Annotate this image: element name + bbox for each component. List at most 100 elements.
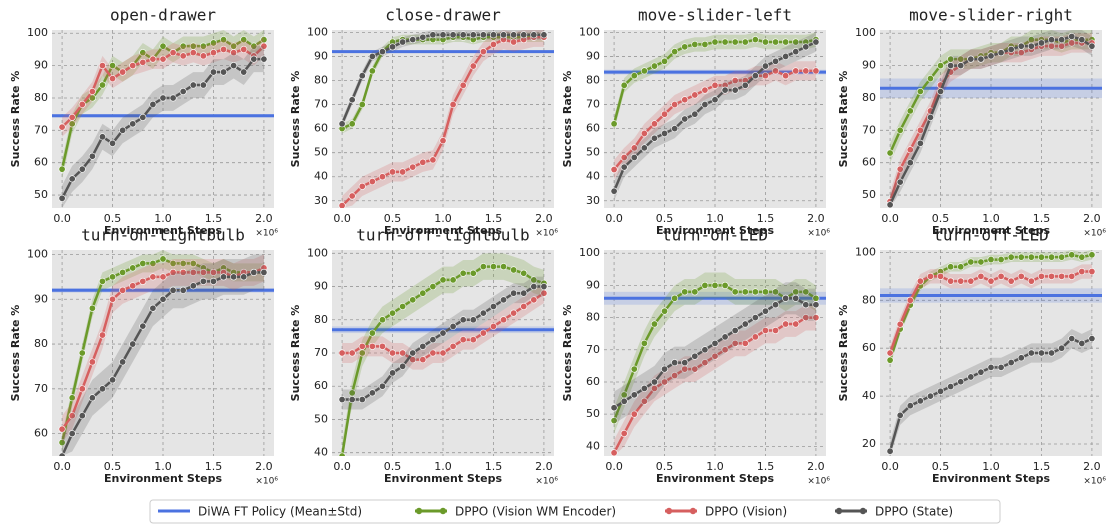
chart-title: move-slider-right xyxy=(909,6,1073,25)
point xyxy=(1078,253,1086,261)
point xyxy=(500,296,508,304)
point xyxy=(661,307,669,315)
point xyxy=(68,175,76,183)
point xyxy=(358,342,366,350)
y-axis-label: Success Rate % xyxy=(289,71,302,168)
point xyxy=(967,258,975,266)
point xyxy=(358,72,366,80)
point xyxy=(449,342,457,350)
y-tick-label: 80 xyxy=(862,293,876,306)
point xyxy=(711,352,719,360)
point xyxy=(429,283,437,291)
point xyxy=(977,272,985,280)
point xyxy=(886,356,894,364)
point xyxy=(540,283,548,291)
point xyxy=(761,62,769,70)
x-tick-label: 2.0 xyxy=(535,212,553,225)
chart-title: turn-on-lightbulb xyxy=(81,226,245,245)
point xyxy=(916,277,924,285)
point xyxy=(610,166,618,174)
point xyxy=(429,31,437,39)
y-axis-label: Success Rate % xyxy=(9,71,22,168)
y-tick-label: 30 xyxy=(314,194,328,207)
point xyxy=(761,326,769,334)
point xyxy=(510,289,518,297)
point xyxy=(68,430,76,438)
x-tick-label: 0.5 xyxy=(384,212,402,225)
point xyxy=(671,101,679,109)
point xyxy=(139,113,147,121)
y-tick-label: 70 xyxy=(34,123,48,136)
point xyxy=(109,273,117,281)
point xyxy=(149,100,157,108)
point xyxy=(916,126,924,134)
point xyxy=(368,52,376,60)
point xyxy=(409,163,417,171)
y-tick-label: 60 xyxy=(862,156,876,169)
y-tick-label: 70 xyxy=(862,123,876,136)
y-tick-label: 80 xyxy=(34,91,48,104)
point xyxy=(711,96,719,104)
x-tick-label: 1.5 xyxy=(1033,212,1051,225)
point xyxy=(802,301,810,309)
point xyxy=(338,120,346,128)
point xyxy=(987,277,995,285)
point xyxy=(1068,335,1076,343)
x-tick-label: 2.0 xyxy=(1083,212,1101,225)
point xyxy=(731,326,739,334)
y-tick-label: 90 xyxy=(34,292,48,305)
point xyxy=(459,81,467,89)
point xyxy=(977,368,985,376)
y-tick-label: 100 xyxy=(579,25,600,38)
point xyxy=(358,182,366,190)
point xyxy=(681,288,689,296)
point xyxy=(139,49,147,57)
x-tick-label: 1.0 xyxy=(706,212,724,225)
x-tick-label: 0.5 xyxy=(656,460,674,473)
point xyxy=(199,42,207,50)
point xyxy=(1048,272,1056,280)
point xyxy=(260,268,268,276)
point xyxy=(751,333,759,341)
y-tick-label: 50 xyxy=(862,188,876,201)
point xyxy=(620,153,628,161)
point xyxy=(957,277,965,285)
point xyxy=(139,322,147,330)
point xyxy=(630,153,638,161)
legend-label: DPPO (State) xyxy=(875,505,953,519)
point xyxy=(179,259,187,267)
point xyxy=(479,31,487,39)
point xyxy=(886,349,894,357)
point xyxy=(149,304,157,312)
point xyxy=(1078,268,1086,276)
point xyxy=(159,295,167,303)
point xyxy=(630,410,638,418)
point xyxy=(419,356,427,364)
point xyxy=(88,358,96,366)
y-axis-label: Success Rate % xyxy=(561,305,574,402)
x-tick-label: 1.0 xyxy=(706,460,724,473)
x-multiplier: ×10⁶ xyxy=(1083,477,1106,487)
point xyxy=(439,329,447,337)
y-tick-label: 100 xyxy=(855,26,876,39)
point xyxy=(701,40,709,48)
point xyxy=(338,452,346,456)
y-tick-label: 90 xyxy=(586,278,600,291)
y-tick-label: 90 xyxy=(34,59,48,72)
point xyxy=(399,38,407,46)
x-tick-label: 0.0 xyxy=(881,212,899,225)
point xyxy=(230,49,238,57)
point xyxy=(926,272,934,280)
y-tick-label: 50 xyxy=(314,146,328,159)
point xyxy=(711,81,719,89)
chart-title: turn-on-LED xyxy=(662,226,768,245)
x-tick-label: 1.0 xyxy=(982,212,1000,225)
point xyxy=(250,42,258,50)
x-tick-label: 1.0 xyxy=(434,460,452,473)
point xyxy=(119,286,127,294)
y-tick-label: 100 xyxy=(307,25,328,38)
y-tick-label: 60 xyxy=(314,122,328,135)
point xyxy=(1037,253,1045,261)
point xyxy=(240,68,248,76)
point xyxy=(997,256,1005,264)
